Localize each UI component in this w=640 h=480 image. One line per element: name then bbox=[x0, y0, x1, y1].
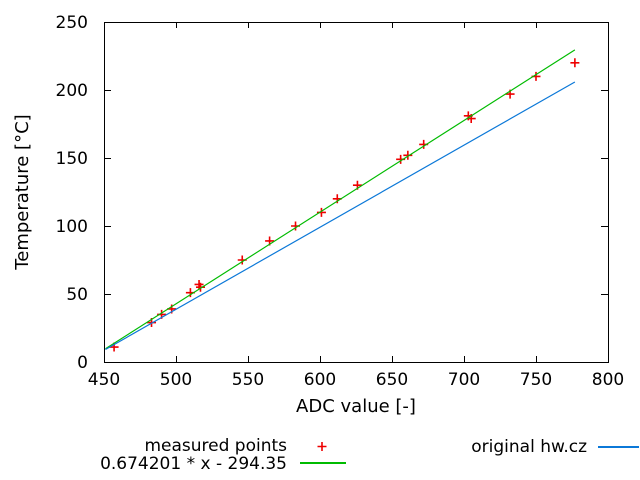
x-tick-label: 650 bbox=[376, 370, 408, 390]
y-tick-label: 250 bbox=[56, 13, 88, 33]
y-tick-label: 50 bbox=[66, 285, 88, 305]
x-tick-label: 800 bbox=[592, 370, 624, 390]
x-tick-label: 750 bbox=[520, 370, 552, 390]
measured-points bbox=[109, 58, 580, 352]
legend-fit-line-sample bbox=[300, 462, 346, 464]
y-tick-label: 0 bbox=[77, 353, 88, 373]
x-tick-label: 700 bbox=[448, 370, 480, 390]
x-tick-label: 450 bbox=[88, 370, 120, 390]
x-tick-label: 600 bbox=[304, 370, 336, 390]
plot-border bbox=[104, 22, 609, 363]
y-tick-label: 100 bbox=[56, 217, 88, 237]
legend-label-original-hwcz: original hw.cz bbox=[471, 437, 587, 457]
x-axis-label: ADC value [-] bbox=[296, 396, 416, 417]
y-tick-label: 200 bbox=[56, 81, 88, 101]
y-axis-label: Temperature [°C] bbox=[12, 114, 33, 270]
legend-label-measured-points: measured points bbox=[144, 436, 287, 456]
original-hwcz-line bbox=[105, 81, 576, 351]
legend-label-fit-equation: 0.674201 * x - 294.35 bbox=[100, 454, 287, 474]
x-tick-label: 500 bbox=[160, 370, 192, 390]
legend-measured-marker bbox=[317, 442, 327, 451]
y-tick-label: 150 bbox=[56, 149, 88, 169]
fit-line bbox=[105, 49, 576, 350]
legend-original-line-sample bbox=[598, 446, 639, 448]
x-tick-label: 550 bbox=[232, 370, 264, 390]
